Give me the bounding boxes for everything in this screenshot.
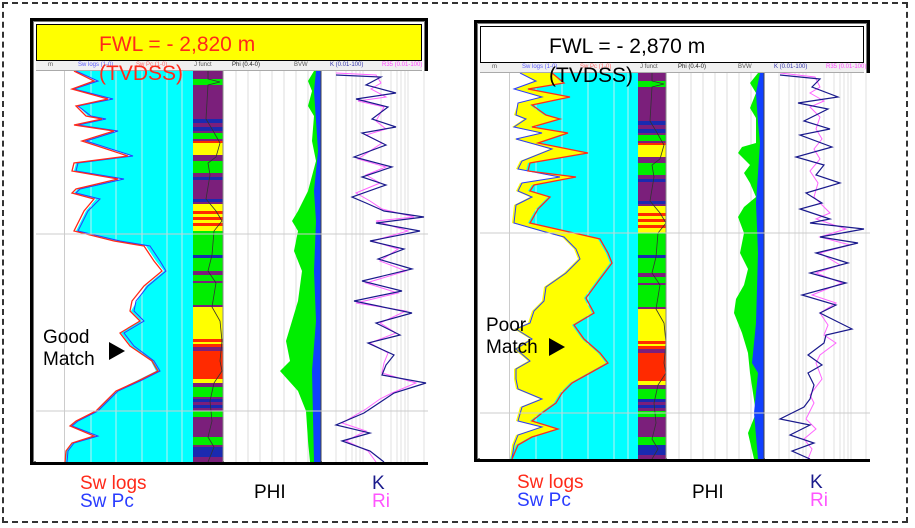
- figure-border: [2, 2, 908, 523]
- fwl-title-unit: (TVDSS): [99, 62, 183, 85]
- legend-k: K: [810, 472, 823, 493]
- arrow-pointer-icon: [109, 342, 125, 360]
- fwl-title-band: [36, 24, 422, 61]
- arrow-pointer-icon: [549, 338, 565, 356]
- header-k: K (0.01-100): [330, 62, 364, 68]
- well-log-panel-left: m Sw logs (1-0) Sw Pc (1-0) J funct Phi …: [30, 18, 428, 465]
- header-depth: m: [492, 64, 497, 70]
- legend-ri: Ri: [810, 490, 828, 511]
- header-k: K (0.01-100): [774, 64, 808, 70]
- legend-sw-logs: Sw logs: [517, 472, 584, 493]
- legend-sw-pc: Sw Pc: [80, 491, 134, 512]
- header-r35: R35 (0.01-100): [382, 62, 423, 68]
- legend-sw-pc: Sw Pc: [517, 490, 571, 511]
- header-bvw: BVW: [738, 64, 752, 70]
- header-sw-pc: Sw Pc (1-0): [136, 62, 168, 68]
- track-header-row: m Sw logs (1-0) Sw Pc (1-0) J funct Phi …: [480, 63, 867, 73]
- header-phi: Phi (0.4-0): [232, 62, 261, 68]
- log-tracks: [36, 71, 428, 462]
- legend-sw-logs: Sw logs: [80, 473, 147, 494]
- match-annotation: Poor Match: [486, 315, 538, 358]
- facies-column: [638, 73, 667, 459]
- header-sw-logs: Sw logs (1-0): [522, 64, 558, 70]
- header-phi: Phi (0.4-0): [678, 64, 707, 70]
- header-sw-pc: Sw Pc (1-0): [580, 64, 612, 70]
- fwl-title-band: [480, 26, 864, 63]
- header-jfunc: J funct: [194, 62, 212, 68]
- fwl-title: FWL = - 2,870 m: [549, 35, 706, 58]
- legend-ri: Ri: [372, 491, 390, 512]
- header-bvw: BVW: [294, 62, 308, 68]
- legend-k: K: [372, 473, 385, 494]
- header-r35: R35 (0.01-100): [826, 64, 867, 70]
- well-log-panel-right: m Sw logs (1-0) Sw Pc (1-0) J funct Phi …: [474, 20, 870, 462]
- header-jfunc: J funct: [640, 64, 658, 70]
- legend-phi: PHI: [254, 482, 286, 503]
- facies-column: [193, 71, 223, 462]
- header-depth: m: [48, 62, 53, 68]
- legend-phi: PHI: [692, 482, 724, 503]
- track-header-row: m Sw logs (1-0) Sw Pc (1-0) J funct Phi …: [36, 61, 422, 71]
- log-tracks: [480, 73, 870, 459]
- match-annotation: Good Match: [43, 327, 95, 370]
- fwl-title-unit: (TVDSS): [549, 64, 633, 87]
- header-sw-logs: Sw logs (1-0): [78, 62, 114, 68]
- fwl-title: FWL = - 2,820 m: [99, 33, 256, 56]
